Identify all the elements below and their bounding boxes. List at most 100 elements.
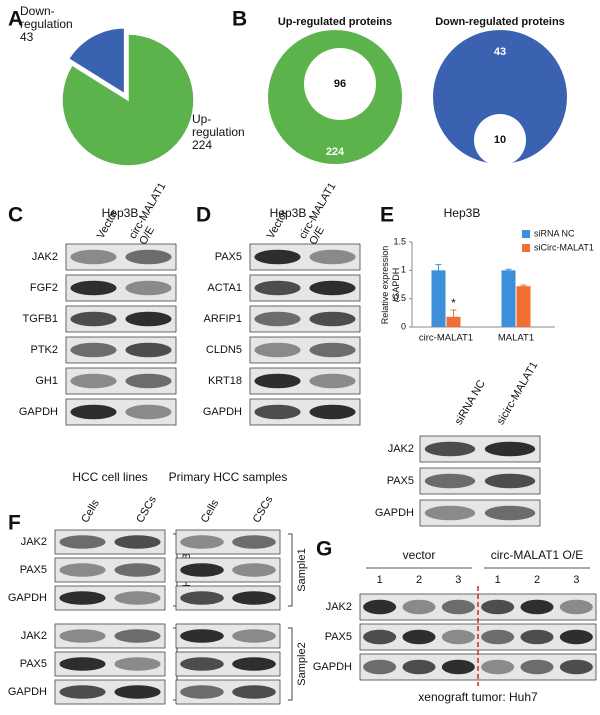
y-tick-label: 1 — [401, 265, 406, 275]
panel-label: D — [196, 204, 211, 227]
x-tick-label: MALAT1 — [498, 333, 534, 344]
pie-label: Up-regulation — [192, 112, 245, 139]
band — [232, 563, 276, 577]
row-label: JAK2 — [21, 536, 47, 548]
row-label: GAPDH — [19, 406, 58, 418]
blot-title: Hep3B — [102, 206, 139, 220]
band — [180, 591, 224, 605]
band — [254, 373, 301, 389]
band — [402, 629, 436, 645]
x-tick-label: circ-MALAT1 — [419, 333, 473, 344]
lane-label: Cells — [79, 497, 102, 525]
error-bar — [435, 264, 442, 277]
band — [520, 629, 554, 645]
y-tick-label: 0.5 — [393, 293, 406, 303]
band — [309, 342, 356, 358]
band — [254, 280, 301, 296]
band — [59, 535, 106, 549]
y-tick-label: 0 — [401, 321, 406, 331]
band — [125, 280, 172, 296]
band — [180, 685, 224, 699]
chart-title: Hep3B — [444, 206, 481, 220]
group-bracket — [288, 533, 293, 607]
panel-label: F — [8, 512, 21, 535]
row-label: GAPDH — [8, 686, 47, 698]
lane-label: CSCs — [251, 494, 276, 525]
row-label: PAX5 — [215, 251, 242, 263]
band — [70, 342, 117, 358]
band — [59, 591, 106, 605]
band — [125, 342, 172, 358]
blot-strip — [175, 529, 281, 555]
group-label: Sample2 — [296, 642, 308, 685]
y-tick-label: 1.5 — [393, 236, 406, 246]
panel-label: C — [8, 204, 23, 227]
row-label: JAK2 — [388, 443, 414, 455]
band — [180, 629, 224, 643]
group-label: vector — [403, 548, 436, 562]
row-label: PAX5 — [387, 475, 414, 487]
band — [125, 404, 172, 420]
caption: xenograft tumor: Huh7 — [418, 690, 538, 704]
band — [70, 280, 117, 296]
inner-count: 96 — [334, 78, 346, 90]
band — [559, 629, 593, 645]
band — [232, 535, 276, 549]
outer-count: 43 — [494, 46, 506, 58]
error-bar — [505, 268, 512, 272]
venn-title: Down-regulated proteins — [435, 16, 565, 28]
group-label: Sample1 — [296, 548, 308, 591]
inner-count: 10 — [494, 134, 506, 146]
band — [232, 657, 276, 671]
error-bar — [450, 309, 457, 325]
band — [424, 441, 476, 457]
outer-circle — [433, 30, 567, 164]
row-label: PAX5 — [325, 631, 352, 643]
band — [125, 249, 172, 265]
band — [402, 659, 436, 675]
bar — [516, 286, 531, 327]
row-label: JAK2 — [21, 630, 47, 642]
legend-swatch — [522, 230, 530, 238]
group-label: circ-MALAT1 O/E — [491, 548, 583, 562]
band — [59, 629, 106, 643]
band — [481, 629, 515, 645]
band — [180, 657, 224, 671]
band — [70, 404, 117, 420]
band — [484, 505, 536, 521]
panel-label: G — [316, 538, 332, 561]
band — [441, 599, 475, 615]
row-label: TGFB1 — [23, 313, 58, 325]
band — [254, 311, 301, 327]
lane-label: CSCs — [134, 494, 159, 525]
pie-value: 224 — [192, 138, 212, 152]
band — [70, 373, 117, 389]
row-label: JAK2 — [326, 601, 352, 613]
lane-label: sicirc-MALAT1 — [495, 360, 541, 427]
band — [254, 249, 301, 265]
row-label: GAPDH — [313, 661, 352, 673]
band — [125, 373, 172, 389]
band — [441, 659, 475, 675]
band — [114, 657, 161, 671]
legend-swatch — [522, 244, 530, 252]
inner-circle — [304, 48, 376, 120]
band — [70, 311, 117, 327]
blot-title: Primary HCC samples — [169, 470, 288, 484]
inner-circle — [474, 114, 526, 166]
lane-label: Vector — [265, 208, 291, 241]
band — [114, 685, 161, 699]
band — [559, 659, 593, 675]
band — [70, 249, 117, 265]
band — [59, 685, 106, 699]
band — [125, 311, 172, 327]
band — [481, 599, 515, 615]
pie-slice — [61, 33, 195, 167]
lane-label: Cells — [199, 497, 222, 525]
band — [309, 311, 356, 327]
band — [114, 535, 161, 549]
band — [424, 473, 476, 489]
row-label: GAPDH — [203, 406, 242, 418]
error-bar — [520, 284, 527, 288]
